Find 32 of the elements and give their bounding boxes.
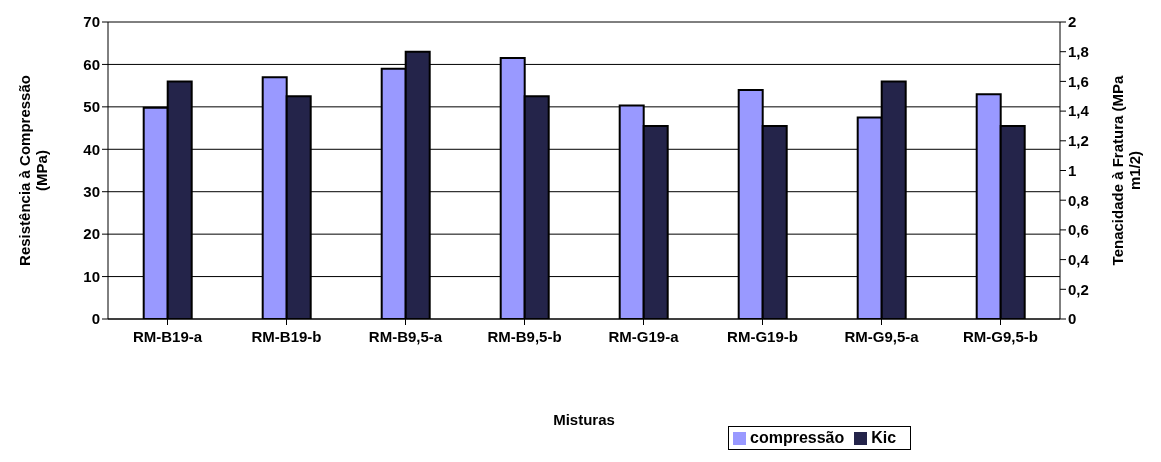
y-tick-label: 60: [83, 55, 100, 73]
x-tick-label: RM-B9,5-a: [368, 327, 443, 345]
y-tick-label: 50: [83, 98, 100, 116]
y2-tick-label: 1,2: [1068, 132, 1089, 150]
y2-tick-label: 0,6: [1068, 221, 1089, 239]
y2-tick-label: 1,6: [1068, 72, 1089, 90]
y2-tick-label: 0,8: [1068, 191, 1089, 209]
y-tick-label: 10: [83, 267, 100, 285]
y-tick-label: 30: [83, 183, 100, 201]
x-tick-label: RM-B19-a: [132, 327, 203, 345]
x-tick-label: RM-G19-a: [608, 327, 680, 345]
y2-axis-title: Tenacidade à Fratura (MPa m1/2): [1108, 74, 1143, 266]
x-tick-label: RM-B19-b: [251, 327, 322, 345]
x-tick-label: RM-B9,5-b: [487, 327, 562, 345]
legend-label: compressão: [750, 429, 845, 446]
y2-tick-label: 0,4: [1068, 250, 1090, 268]
y2-tick-label: 1,4: [1068, 102, 1090, 120]
y2-tick-label: 1,8: [1068, 43, 1089, 61]
y2-tick-label: 1: [1068, 161, 1077, 179]
y-tick-label: 70: [83, 13, 100, 31]
y2-tick-label: 2: [1068, 13, 1077, 31]
x-tick-label: RM-G9,5-a: [844, 327, 920, 345]
y2-tick-label: 0,2: [1068, 280, 1089, 298]
y-tick-label: 40: [83, 140, 100, 158]
y2-tick-label: 0: [1068, 310, 1077, 328]
x-tick-label: RM-G9,5-b: [963, 327, 1038, 345]
x-tick-label: RM-G19-b: [727, 327, 798, 345]
y-axis-title: Resistência à Compressão (MPa): [15, 75, 50, 266]
legend-label: Kic: [871, 429, 897, 446]
x-axis-title: Misturas: [553, 411, 615, 428]
y-tick-label: 20: [83, 225, 100, 243]
y-tick-label: 0: [91, 310, 100, 328]
